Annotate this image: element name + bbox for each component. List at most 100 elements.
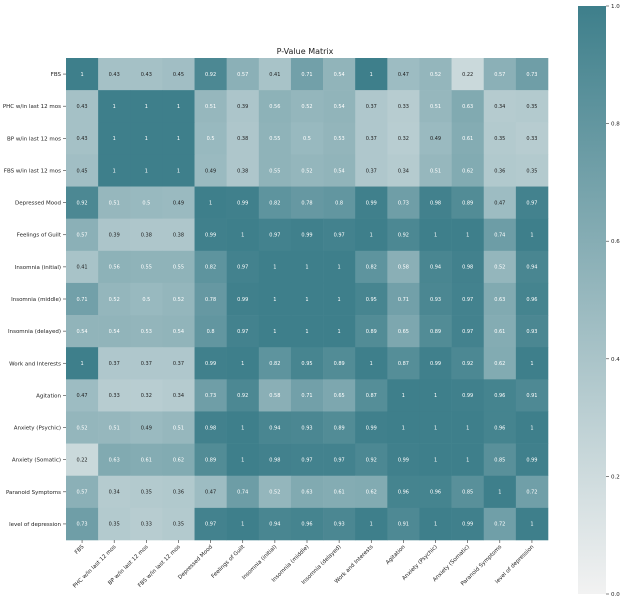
heatmap-cell [355, 411, 388, 444]
heatmap-cell [258, 186, 292, 219]
heatmap-cell [451, 90, 485, 123]
heatmap-cell [226, 475, 260, 509]
heatmap-cell [515, 154, 549, 187]
heatmap-cell [98, 90, 131, 123]
cell-value-label: 0.78 [301, 200, 312, 206]
cell-value-label: 0.52 [269, 490, 280, 496]
cell-value-label: 0.35 [526, 104, 537, 110]
cell-value-label: 0.82 [269, 361, 280, 367]
cell-value-label: 0.51 [430, 104, 441, 110]
cell-value-label: 1 [370, 233, 373, 239]
heatmap-cell [355, 379, 388, 412]
y-tick-label: PHC w/in last 12 mos [3, 104, 61, 110]
heatmap-cell [515, 122, 549, 155]
heatmap-cell [451, 411, 485, 444]
heatmap-cell [323, 218, 356, 252]
cell-value-label: 0.37 [109, 361, 120, 367]
cell-value-label: 1 [498, 490, 501, 496]
heatmap-cell [226, 58, 260, 91]
heatmap-cell [419, 379, 452, 412]
heatmap-cell [419, 282, 452, 316]
heatmap-cell [226, 218, 260, 252]
heatmap-cell [130, 186, 163, 219]
heatmap-cell [258, 58, 292, 91]
x-tick-label: Feelings of Guilt [211, 544, 247, 580]
cell-value-label: 0.32 [141, 393, 152, 399]
cell-value-label: 1 [177, 104, 180, 110]
colorbar-tick-label: 0.4 [611, 357, 620, 363]
heatmap-cell [194, 411, 227, 444]
heatmap-cell [66, 507, 99, 541]
cell-value-label: 0.99 [462, 522, 473, 528]
cell-value-label: 0.37 [366, 168, 377, 174]
heatmap-cell [355, 443, 388, 477]
cell-value-label: 1 [338, 297, 341, 303]
cell-value-label: 0.56 [269, 104, 280, 110]
heatmap-cell [451, 315, 485, 348]
heatmap-cell [162, 186, 195, 219]
cell-value-label: 0.41 [269, 72, 280, 78]
heatmap-cell [258, 250, 292, 284]
heatmap-cell [483, 122, 517, 155]
cell-value-label: 0.89 [366, 329, 377, 335]
heatmap-cell [515, 58, 549, 91]
heatmap-cell [290, 379, 324, 412]
cell-value-label: 0.97 [334, 457, 345, 463]
cell-value-label: 1 [145, 136, 148, 142]
cell-value-label: 0.96 [398, 490, 409, 496]
heatmap-cell [258, 443, 292, 477]
heatmap-cell [66, 347, 99, 380]
heatmap-cell [483, 443, 517, 477]
y-tick-label: FBS [51, 72, 62, 78]
heatmap-cell [515, 282, 549, 316]
cell-value-label: 1 [305, 329, 308, 335]
cell-value-label: 1 [305, 297, 308, 303]
cell-value-label: 0.55 [269, 168, 280, 174]
heatmap-cell [483, 379, 517, 412]
cell-value-label: 0.51 [109, 425, 120, 431]
cell-value-label: 1 [402, 425, 405, 431]
heatmap-cell [419, 122, 452, 155]
cell-value-label: 1 [466, 425, 469, 431]
heatmap-cell [66, 218, 99, 252]
heatmap-cell [66, 58, 99, 91]
cell-value-label: 0.5 [207, 136, 215, 142]
cell-value-label: 1 [402, 393, 405, 399]
heatmap-cell [419, 443, 452, 477]
heatmap-cell [419, 218, 452, 252]
heatmap-cell [483, 250, 517, 284]
cell-value-label: 0.22 [462, 72, 473, 78]
heatmap-cell [419, 58, 452, 91]
heatmap-cell [194, 218, 227, 252]
cell-value-label: 0.99 [366, 200, 377, 206]
heatmap-cell [451, 475, 485, 509]
cell-value-label: 0.92 [205, 72, 216, 78]
heatmap-cell [98, 154, 131, 187]
heatmap-cell [130, 282, 163, 316]
cell-value-label: 0.51 [430, 168, 441, 174]
cell-value-label: 0.97 [334, 233, 345, 239]
heatmap-cell [66, 154, 99, 187]
heatmap-cell [130, 58, 163, 91]
cell-value-label: 0.47 [398, 72, 409, 78]
heatmap-cell [387, 347, 420, 380]
heatmap-cell [355, 154, 388, 187]
colorbar-tick-label: 0.0 [611, 592, 620, 598]
cell-value-label: 0.57 [76, 233, 87, 239]
y-tick-label: Depressed Mood [15, 201, 61, 207]
cell-value-label: 1 [466, 233, 469, 239]
heatmap-cell [194, 507, 227, 541]
cell-value-label: 0.54 [334, 72, 345, 78]
heatmap-cell [387, 507, 420, 541]
heatmap-cell [323, 507, 356, 541]
cell-value-label: 1 [434, 522, 437, 528]
cell-value-label: 1 [305, 265, 308, 271]
cell-value-label: 1 [370, 361, 373, 367]
cell-value-label: 0.87 [366, 393, 377, 399]
cell-value-label: 0.97 [237, 265, 248, 271]
cell-value-label: 0.92 [366, 457, 377, 463]
cell-value-label: 0.35 [494, 136, 505, 142]
heatmap-cell [162, 443, 195, 477]
heatmap-cell [355, 90, 388, 123]
